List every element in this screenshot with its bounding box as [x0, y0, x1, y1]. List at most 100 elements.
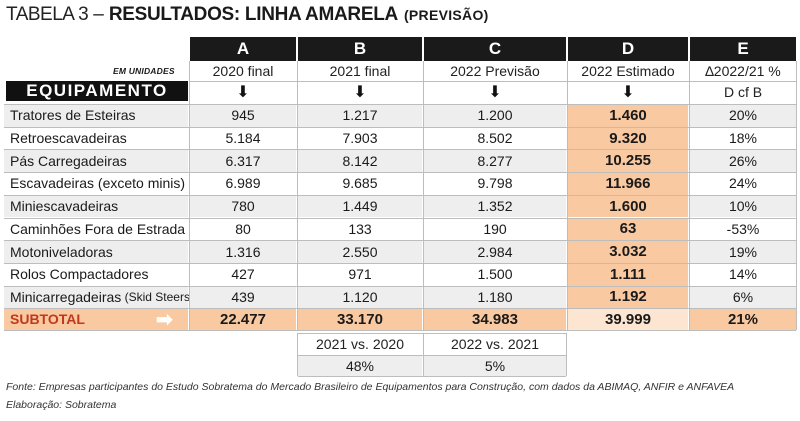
divider [4, 149, 796, 151]
divider [4, 104, 796, 105]
column-header-c: C [424, 37, 566, 61]
equipment-header: EQUIPAMENTO [6, 81, 188, 101]
row-label: Motoniveladoras [4, 240, 188, 263]
divider [297, 61, 298, 331]
footer-credit: Elaboração: Sobratema [6, 399, 117, 411]
cell-d: 3.032 [568, 240, 688, 263]
row-label-text: Tratores de Esteiras [10, 107, 136, 124]
divider [4, 262, 796, 264]
cell-a: 5.184 [190, 126, 296, 150]
title-prefix: TABELA 3 [6, 4, 89, 25]
row-label: Escavadeiras (exceto minis) [4, 172, 188, 195]
subtotal-c: 34.983 [424, 308, 566, 331]
cell-d: 1.111 [568, 262, 688, 286]
subtotal-e: 21% [690, 308, 796, 331]
cell-a: 427 [190, 262, 296, 286]
divider [297, 333, 298, 377]
cell-a: 780 [190, 194, 296, 218]
cell-c: 1.200 [424, 104, 566, 127]
row-label-text: Minicarregadeiras [10, 288, 122, 305]
subtotal-label: SUBTOTAL ➡ [4, 308, 188, 331]
title-dash: – [93, 4, 104, 25]
cell-b: 8.142 [298, 149, 422, 173]
down-arrow-icon: ⬇ [424, 81, 566, 103]
row-label: Retroescavadeiras [4, 126, 188, 150]
cell-b: 971 [298, 262, 422, 286]
row-label-text: Miniescavadeiras [10, 198, 119, 215]
divider [298, 376, 566, 378]
title-main: RESULTADOS: LINHA AMARELA [108, 4, 398, 25]
subtotal-b: 33.170 [298, 308, 422, 331]
cell-c: 9.798 [424, 172, 566, 195]
row-label-text: Pás Carregadeiras [10, 152, 127, 169]
divider [566, 333, 567, 377]
cell-e: 6% [690, 285, 796, 309]
cell-d: 1.192 [568, 285, 688, 309]
cell-d: 11.966 [568, 172, 688, 195]
cell-b: 1.449 [298, 194, 422, 218]
cell-a: 1.316 [190, 240, 296, 263]
row-label: Rolos Compactadores [4, 262, 188, 286]
cell-d: 9.320 [568, 126, 688, 150]
divider [796, 61, 797, 331]
cell-d: 1.600 [568, 194, 688, 218]
row-label-suffix: (Skid Steers) [121, 289, 194, 304]
footer-source: Fonte: Empresas participantes do Estudo … [6, 381, 735, 393]
divider [298, 354, 566, 356]
cell-e: 18% [690, 126, 796, 150]
comparison-c-label: 2022 vs. 2021 [424, 333, 566, 355]
column-year-3: 2022 Estimado [568, 61, 688, 81]
title-suffix: (PREVISÃO) [403, 7, 489, 23]
cell-a: 80 [190, 217, 296, 241]
cell-e: -53% [690, 217, 796, 241]
column-e-subheader: D cf B [690, 81, 796, 103]
table-title: TABELA 3 – RESULTADOS: LINHA AMARELA (PR… [6, 4, 489, 28]
cell-e: 24% [690, 172, 796, 195]
column-header-b: B [298, 37, 422, 61]
cell-b: 1.217 [298, 104, 422, 127]
cell-b: 1.120 [298, 285, 422, 309]
divider [423, 61, 424, 331]
column-year-2: 2022 Previsão [424, 61, 566, 81]
column-header-d: D [568, 37, 688, 61]
column-header-e: E [690, 37, 796, 61]
divider [4, 240, 796, 242]
comparison-b-label: 2021 vs. 2020 [298, 333, 422, 355]
down-arrow-icon: ⬇ [568, 81, 688, 103]
row-label-text: Caminhões Fora de Estrada [10, 220, 186, 237]
cell-c: 190 [424, 217, 566, 241]
cell-e: 19% [690, 240, 796, 263]
cell-e: 20% [690, 104, 796, 127]
column-year-4: ∆2022/21 % [690, 61, 796, 81]
cell-a: 6.989 [190, 172, 296, 195]
cell-c: 1.352 [424, 194, 566, 218]
divider [298, 333, 566, 335]
cell-c: 8.277 [424, 149, 566, 173]
cell-b: 9.685 [298, 172, 422, 195]
subtotal-label-text: SUBTOTAL [10, 311, 85, 328]
divider [4, 285, 796, 287]
column-header-a: A [190, 37, 296, 61]
cell-c: 1.500 [424, 262, 566, 286]
subtotal-a: 22.477 [190, 308, 296, 331]
right-arrow-icon: ➡ [156, 308, 173, 331]
cell-c: 8.502 [424, 126, 566, 150]
divider [4, 172, 796, 174]
divider [190, 81, 796, 82]
cell-e: 26% [690, 149, 796, 173]
row-label: Minicarregadeiras (Skid Steers) [4, 285, 194, 309]
divider [423, 333, 424, 377]
cell-d: 10.255 [568, 149, 688, 173]
column-year-0: 2020 final [190, 61, 296, 81]
divider [4, 330, 796, 332]
cell-c: 1.180 [424, 285, 566, 309]
down-arrow-icon: ⬇ [190, 81, 296, 103]
cell-b: 7.903 [298, 126, 422, 150]
cell-b: 133 [298, 217, 422, 241]
comparison-c-value: 5% [424, 355, 566, 377]
divider [4, 308, 796, 310]
cell-c: 2.984 [424, 240, 566, 263]
divider [567, 61, 568, 331]
down-arrow-icon: ⬇ [298, 81, 422, 103]
row-label-text: Escavadeiras (exceto minis) [10, 175, 186, 192]
